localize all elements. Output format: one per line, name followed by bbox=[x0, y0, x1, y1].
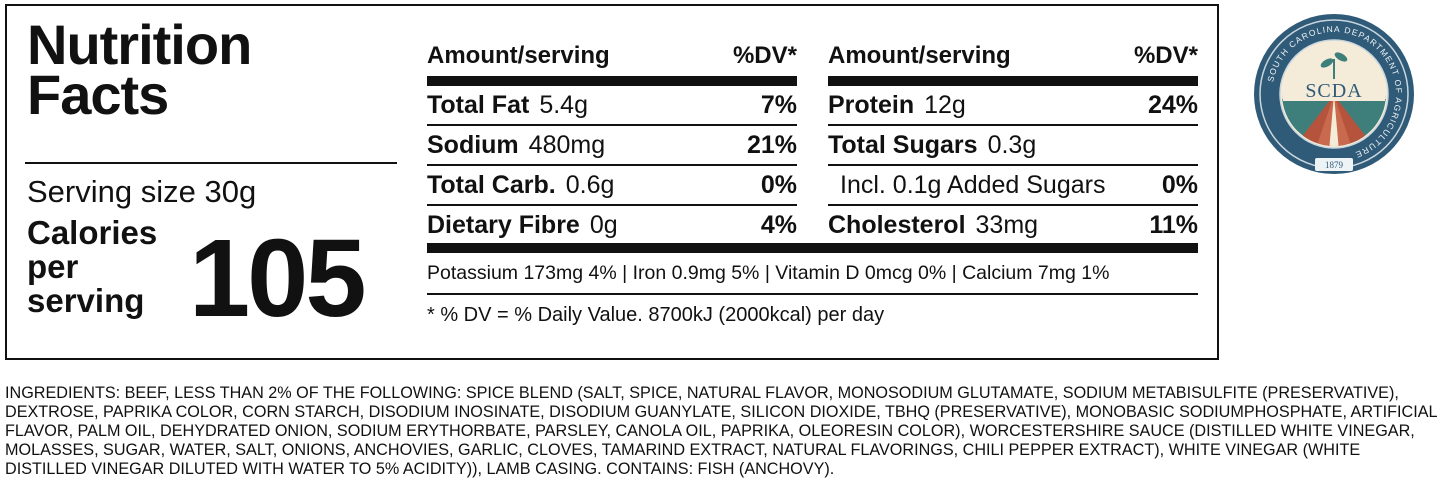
nutrient-name: Incl. 0.1g Added Sugars bbox=[840, 170, 1106, 199]
nutrient-dv: 11% bbox=[1149, 210, 1198, 239]
nutrition-facts-panel: Nutrition Facts Serving size 30g Calorie… bbox=[5, 4, 1219, 360]
title-line-1: Nutrition bbox=[27, 13, 252, 76]
nutrient-row-protein: Protein 12g 24% bbox=[828, 86, 1198, 126]
header-dv: %DV* bbox=[1133, 42, 1198, 69]
nutrient-name: Total Sugars bbox=[828, 130, 978, 159]
nutrient-name: Cholesterol bbox=[828, 210, 966, 239]
header-thick-rule bbox=[427, 76, 797, 86]
nutrient-name: Total Carb. bbox=[427, 170, 556, 199]
nutrient-amount: 12g bbox=[924, 90, 966, 119]
calories-value: 105 bbox=[189, 217, 367, 340]
seal-banner bbox=[1283, 79, 1385, 101]
nutrient-column-left: Amount/serving %DV* Total Fat 5.4g 7% Sod… bbox=[427, 40, 797, 244]
nutrient-name: Total Fat bbox=[427, 90, 530, 119]
column-header: Amount/serving %DV* bbox=[427, 40, 797, 72]
nutrient-name: Sodium bbox=[427, 130, 519, 159]
nutrient-row-sodium: Sodium 480mg 21% bbox=[427, 126, 797, 166]
serving-size: Serving size 30g bbox=[27, 174, 257, 209]
nutrient-row-total-carb: Total Carb. 0.6g 0% bbox=[427, 166, 797, 206]
nutrient-name: Dietary Fibre bbox=[427, 210, 580, 239]
seal-year-plate bbox=[1315, 158, 1353, 171]
nutrient-amount: 0g bbox=[589, 210, 618, 239]
calories-label: Calories per serving bbox=[27, 214, 158, 319]
scda-seal-logo: SOUTH CAROLINA DEPARTMENT OF AGRICULTURE… bbox=[1254, 14, 1414, 174]
ingredients-list: INGREDIENTS: BEEF, LESS THAN 2% OF THE F… bbox=[5, 384, 1437, 478]
nutrient-dv: 0% bbox=[1161, 170, 1198, 199]
sprout-leaf-left bbox=[1320, 58, 1334, 68]
nutrient-amount: 0.3g bbox=[987, 130, 1037, 159]
nutrient-dv: 7% bbox=[760, 90, 797, 119]
title-divider bbox=[25, 162, 397, 164]
nutrient-amount: 480mg bbox=[528, 130, 606, 159]
seal-year: 1879 bbox=[1325, 160, 1344, 170]
header-amount: Amount/serving bbox=[427, 42, 610, 69]
column-header: Amount/serving %DV* bbox=[828, 40, 1198, 72]
nutrient-column-right: Amount/serving %DV* Protein 12g 24% Total… bbox=[828, 40, 1198, 244]
nutrient-dv: 21% bbox=[746, 130, 797, 159]
minerals-divider bbox=[427, 293, 1198, 295]
title-line-2: Facts bbox=[27, 63, 169, 126]
nutrient-row-cholesterol: Cholesterol 33mg 11% bbox=[828, 206, 1198, 244]
minerals-thick-rule bbox=[427, 243, 1198, 253]
header-amount: Amount/serving bbox=[828, 42, 1011, 69]
sprout-leaf-right bbox=[1334, 52, 1348, 62]
nutrition-facts-title: Nutrition Facts bbox=[27, 13, 252, 126]
nutrient-amount: 33mg bbox=[975, 210, 1039, 239]
minerals-line: Potassium 173mg 4% | Iron 0.9mg 5% | Vit… bbox=[427, 262, 1110, 284]
header-thick-rule bbox=[828, 76, 1198, 86]
header-dv: %DV* bbox=[732, 42, 797, 69]
nutrient-row-total-fat: Total Fat 5.4g 7% bbox=[427, 86, 797, 126]
nutrient-amount: 5.4g bbox=[539, 90, 588, 119]
nutrient-dv: 24% bbox=[1147, 90, 1198, 119]
seal-initials: SCDA bbox=[1305, 80, 1362, 102]
nutrient-row-dietary-fibre: Dietary Fibre 0g 4% bbox=[427, 206, 797, 244]
nutrient-name: Protein bbox=[828, 90, 915, 119]
nutrient-row-total-sugars: Total Sugars 0.3g bbox=[828, 126, 1198, 166]
nutrient-dv: 0% bbox=[760, 170, 797, 199]
nutrient-dv: 4% bbox=[760, 210, 797, 239]
nutrient-row-added-sugars: Incl. 0.1g Added Sugars 0% bbox=[828, 166, 1198, 206]
nutrient-amount: 0.6g bbox=[565, 170, 615, 199]
dv-footnote: * % DV = % Daily Value. 8700kJ (2000kcal… bbox=[427, 304, 885, 326]
